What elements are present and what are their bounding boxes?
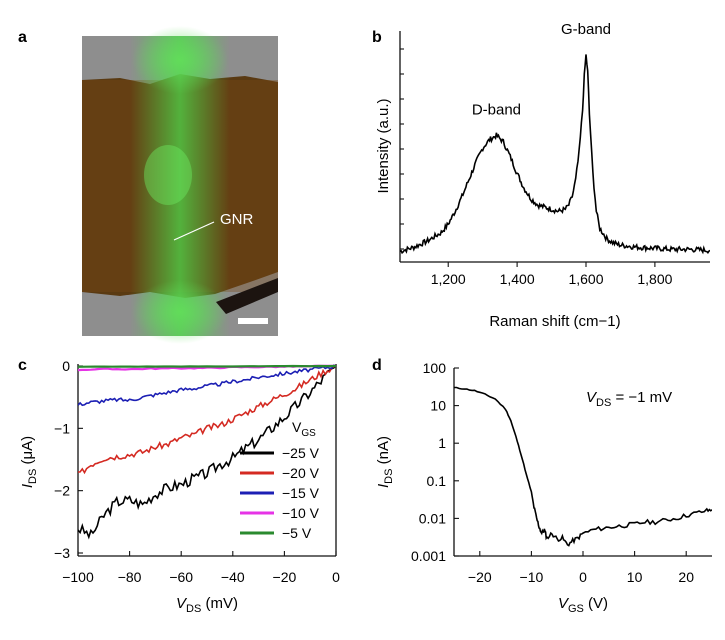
- iv-chart: −100 −80 −60 −40 −20 00−1−2−3 VGS −25 V−20 V−…: [19, 358, 340, 615]
- transfer-x-label: VGS (V): [558, 595, 608, 615]
- raman-chart: 1,200 1,400 1,600 1,800 D-band G-band Raman…: [375, 21, 710, 330]
- legend-entry: −15 V: [282, 485, 320, 501]
- transfer-y-tick-label: 0.001: [411, 548, 446, 564]
- legend-title: VGS: [292, 419, 316, 439]
- raman-x-tick-label: 1,400: [500, 271, 535, 287]
- transfer-y-tick-label: 10: [430, 398, 446, 414]
- legend-entry: −10 V: [282, 505, 320, 521]
- iv-y-label: IDS (μA): [19, 436, 39, 488]
- raman-spectrum-line: [400, 54, 710, 255]
- panel-label-a: a: [18, 29, 27, 46]
- iv-x-tick-label: −40: [221, 569, 245, 585]
- transfer-y-label-main: I: [375, 484, 392, 488]
- raman-x-label: Raman shift (cm−1): [489, 313, 620, 330]
- transfer-x-tick-label: 10: [627, 569, 643, 585]
- fluorescence-top-glow: [132, 26, 228, 94]
- fluorescence-core: [144, 145, 192, 205]
- raman-y-label: Intensity (a.u.): [375, 98, 392, 193]
- iv-x-tick-label: 0: [332, 569, 340, 585]
- raman-x-tick-label: 1,200: [431, 271, 466, 287]
- dark-flake: [216, 278, 278, 314]
- iv-y-tick-label: −2: [54, 483, 70, 499]
- legend-title-main: V: [292, 419, 302, 435]
- iv-series-line: [78, 365, 336, 475]
- gnr-annotation: GNR: [220, 211, 254, 228]
- iv-y-label-main: I: [19, 484, 36, 488]
- transfer-curve-line: [454, 386, 712, 547]
- iv-x-label-sub: DS: [186, 603, 201, 615]
- fluorescence-bottom-glow: [132, 280, 228, 344]
- iv-x-label-unit: (mV): [201, 595, 238, 612]
- transfer-x-tick-label: −20: [468, 569, 492, 585]
- iv-x-tick-label: −60: [169, 569, 193, 585]
- transfer-y-tick-label: 0.01: [419, 510, 446, 526]
- vds-annotation-main: V: [586, 389, 598, 406]
- iv-y-label-sub: DS: [27, 469, 39, 484]
- panel-label-c: c: [18, 357, 27, 374]
- iv-series-line: [78, 364, 336, 407]
- legend-entry: −25 V: [282, 445, 320, 461]
- iv-x-tick-label: −80: [118, 569, 142, 585]
- iv-series-line: [78, 365, 336, 540]
- iv-x-label: VDS (mV): [176, 595, 238, 615]
- transfer-x-label-unit: (V): [584, 595, 608, 612]
- d-band-label: D-band: [472, 101, 521, 118]
- legend-entry: −20 V: [282, 465, 320, 481]
- transfer-y-tick-label: 100: [423, 360, 447, 376]
- iv-y-tick-label: 0: [62, 358, 70, 374]
- panel-label-b: b: [372, 29, 382, 46]
- raman-x-tick-label: 1,600: [568, 271, 603, 287]
- legend-entry: −5 V: [282, 525, 312, 541]
- transfer-y-tick-label: 0.1: [427, 473, 447, 489]
- transfer-x-tick-label: −10: [520, 569, 544, 585]
- transfer-x-label-main: V: [558, 595, 570, 612]
- microscopy-image: GNR: [82, 26, 278, 344]
- iv-y-label-unit: (μA): [19, 436, 36, 469]
- transfer-x-tick-label: 20: [678, 569, 694, 585]
- iv-x-tick-label: −20: [273, 569, 297, 585]
- vds-annotation: VDS = −1 mV: [586, 389, 672, 409]
- iv-x-tick-label: −100: [62, 569, 94, 585]
- transfer-y-label: IDS (nA): [375, 436, 395, 488]
- iv-series-line: [78, 364, 336, 368]
- iv-legend: VGS −25 V −20 V −15 V −10 V −5 V: [240, 419, 320, 541]
- iv-y-tick-label: −1: [54, 420, 70, 436]
- panel-label-d: d: [372, 357, 382, 374]
- iv-x-label-main: V: [176, 595, 188, 612]
- legend-title-sub: GS: [301, 428, 316, 439]
- iv-y-tick-label: −3: [54, 545, 70, 561]
- transfer-y-label-sub: DS: [383, 469, 395, 484]
- raman-x-tick-label: 1,800: [637, 271, 672, 287]
- g-band-label: G-band: [561, 21, 611, 38]
- vds-annotation-rest: = −1 mV: [611, 389, 672, 406]
- transfer-x-label-sub: GS: [568, 603, 584, 615]
- scale-bar: [238, 318, 268, 324]
- transfer-x-tick-label: 0: [579, 569, 587, 585]
- transfer-y-tick-label: 1: [438, 435, 446, 451]
- transfer-y-label-unit: (nA): [375, 436, 392, 469]
- vds-annotation-sub: DS: [596, 397, 611, 409]
- gnr-pointer-line: [173, 221, 215, 241]
